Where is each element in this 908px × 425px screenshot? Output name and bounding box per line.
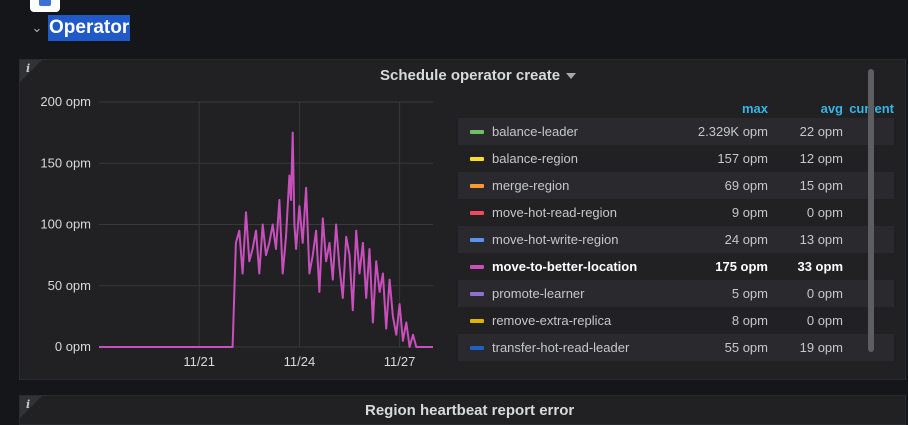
- legend-item-name[interactable]: remove-extra-replica: [492, 313, 612, 328]
- legend-item-name[interactable]: balance-region: [492, 151, 579, 166]
- legend-item-max: 55 opm: [724, 340, 768, 355]
- series-color-swatch[interactable]: [470, 346, 484, 350]
- legend-scrollbar[interactable]: [868, 69, 874, 352]
- series-color-swatch[interactable]: [470, 238, 484, 242]
- legend-item-avg: 0 opm: [806, 313, 843, 328]
- y-tick-label: 100 opm: [40, 217, 91, 232]
- row-header-operator[interactable]: ⌄ Operator: [26, 14, 131, 42]
- legend-item-avg: 15 opm: [799, 178, 843, 193]
- series-color-swatch[interactable]: [470, 130, 484, 134]
- legend-item-name[interactable]: move-to-better-location: [492, 259, 638, 274]
- legend-item-avg: 22 opm: [799, 124, 843, 139]
- series-color-swatch[interactable]: [470, 211, 484, 215]
- series-color-swatch[interactable]: [470, 184, 484, 188]
- y-tick-label: 50 opm: [48, 278, 91, 293]
- legend-item-promote-learner[interactable]: promote-learner 5 opm 0 opm: [458, 280, 894, 307]
- series-color-swatch[interactable]: [470, 319, 484, 323]
- panel-schedule-operator-create: i Schedule operator create 0 opm 50 opm 10…: [19, 59, 906, 380]
- series-group: [99, 131, 433, 348]
- info-icon[interactable]: i: [26, 398, 31, 411]
- legend-item-name[interactable]: transfer-hot-read-leader: [492, 340, 630, 355]
- legend-item-avg: 12 opm: [799, 151, 843, 166]
- legend-item-avg: 0 opm: [806, 205, 843, 220]
- series-line-move-to-better-location[interactable]: [99, 131, 433, 348]
- series-color-swatch[interactable]: [470, 265, 484, 269]
- legend-header: max avg current: [458, 96, 894, 118]
- panel-title: Schedule operator create: [380, 67, 561, 84]
- panel-title[interactable]: Region heartbeat report error: [365, 402, 575, 419]
- app-logo: [30, 0, 60, 12]
- x-tick-label: 11/21: [183, 354, 215, 369]
- legend-header-max[interactable]: max: [741, 101, 768, 116]
- y-axis-ticks: 0 opm 50 opm 100 opm 150 opm 200 opm: [40, 94, 91, 354]
- legend-item-name[interactable]: merge-region: [492, 178, 570, 193]
- legend-item-balance-leader[interactable]: balance-leader 2.329K opm 22 opm: [458, 118, 894, 145]
- legend-item-move-hot-read-region[interactable]: move-hot-read-region 9 opm 0 opm: [458, 199, 894, 226]
- legend-item-name[interactable]: balance-leader: [492, 124, 579, 139]
- chart-grid: [99, 101, 433, 348]
- info-corner[interactable]: [20, 396, 42, 418]
- legend-table: max avg current balance-leader 2.329K opm…: [458, 96, 894, 372]
- legend-item-avg: 33 opm: [797, 259, 843, 274]
- legend-header-avg[interactable]: avg: [820, 101, 843, 116]
- legend-item-max: 157 opm: [717, 151, 768, 166]
- legend-item-max: 69 opm: [724, 178, 768, 193]
- legend-item-remove-extra-replica[interactable]: remove-extra-replica 8 opm 0 opm: [458, 307, 894, 334]
- legend-item-max: 5 opm: [731, 286, 768, 301]
- panel-region-heartbeat: i Region heartbeat report error: [19, 395, 906, 425]
- y-tick-label: 0 opm: [55, 339, 91, 354]
- x-tick-label: 11/27: [384, 354, 416, 369]
- series-color-swatch[interactable]: [470, 292, 484, 296]
- legend-item-max: 8 opm: [731, 313, 768, 328]
- legend-item-name[interactable]: move-hot-write-region: [492, 232, 619, 247]
- legend-item-max: 2.329K opm: [697, 124, 768, 139]
- legend-item-name[interactable]: promote-learner: [492, 286, 585, 301]
- legend-item-move-hot-write-region[interactable]: move-hot-write-region 24 opm 13 opm: [458, 226, 894, 253]
- info-icon[interactable]: i: [26, 62, 31, 75]
- x-tick-label: 11/24: [284, 354, 316, 369]
- legend-item-avg: 19 opm: [799, 340, 843, 355]
- info-corner[interactable]: [20, 60, 42, 82]
- dashboard-icon: [39, 0, 51, 6]
- series-color-swatch[interactable]: [470, 157, 484, 161]
- caret-down-icon: [566, 73, 577, 80]
- legend-rows: balance-leader 2.329K opm 22 opm balance-re…: [458, 118, 894, 361]
- legend-item-max: 175 opm: [715, 259, 768, 274]
- legend-item-max: 9 opm: [731, 205, 768, 220]
- row-title[interactable]: Operator: [48, 15, 131, 41]
- x-axis-ticks: 11/21 11/24 11/27: [183, 354, 415, 369]
- legend-item-balance-region[interactable]: balance-region 157 opm 12 opm: [458, 145, 894, 172]
- legend-item-merge-region[interactable]: merge-region 69 opm 15 opm: [458, 172, 894, 199]
- y-tick-label: 150 opm: [40, 155, 91, 170]
- legend-item-name[interactable]: move-hot-read-region: [492, 205, 618, 220]
- chevron-down-icon[interactable]: ⌄: [31, 20, 43, 36]
- legend-item-max: 24 opm: [724, 232, 768, 247]
- legend-item-avg: 13 opm: [799, 232, 843, 247]
- y-tick-label: 200 opm: [40, 94, 91, 109]
- panel-title-button[interactable]: Schedule operator create: [380, 67, 577, 84]
- legend-item-transfer-hot-read-leader[interactable]: transfer-hot-read-leader 55 opm 19 opm: [458, 334, 894, 361]
- legend-item-move-to-better-location[interactable]: move-to-better-location 175 opm 33 opm: [458, 253, 894, 280]
- legend-item-avg: 0 opm: [806, 286, 843, 301]
